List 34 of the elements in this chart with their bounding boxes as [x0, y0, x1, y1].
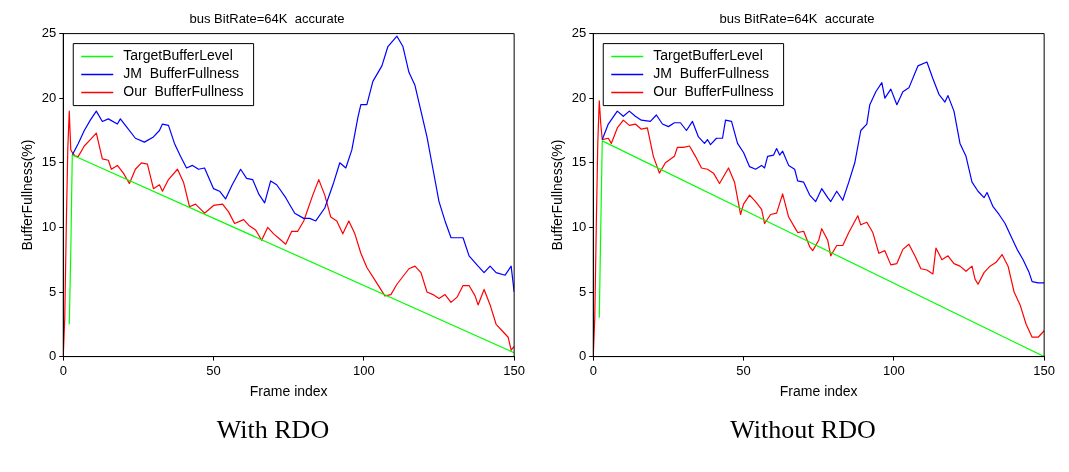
y-tick-label: 15 — [571, 154, 587, 170]
x-axis-title: Frame index — [779, 383, 858, 400]
y-tick-label: 20 — [571, 89, 587, 105]
text: With RDO — [216, 415, 330, 445]
legend-label: TargetBufferLevel — [653, 47, 763, 64]
x-tick-label: 100 — [353, 362, 375, 378]
y-tick-label: 25 — [571, 25, 587, 41]
y-tick-label: 0 — [579, 348, 587, 364]
x-tick-label: 100 — [883, 362, 905, 378]
x-tick-label: 50 — [736, 362, 751, 378]
x-tick-label: 0 — [589, 362, 597, 378]
x-tick-label: 50 — [206, 362, 221, 378]
y-tick-label: 5 — [49, 283, 57, 299]
legend-label: JM BufferFullness — [653, 65, 769, 82]
x-tick-label: 150 — [1033, 362, 1056, 378]
chart-title: bus BitRate=64K accurate — [719, 11, 875, 27]
chart-title: bus BitRate=64K accurate — [189, 11, 345, 27]
x-axis-title: Frame index — [249, 383, 328, 400]
legend-label: TargetBufferLevel — [123, 47, 233, 64]
x-tick-label: 150 — [503, 362, 526, 378]
y-axis-title: BufferFullness(%) — [549, 139, 566, 251]
y-axis-title: BufferFullness(%) — [19, 139, 36, 251]
legend-label: JM BufferFullness — [123, 65, 239, 82]
y-tick-label: 15 — [41, 154, 57, 170]
y-tick-label: 10 — [571, 218, 587, 234]
y-tick-label: 20 — [41, 89, 57, 105]
y-tick-label: 25 — [41, 25, 57, 41]
legend-label: Our BufferFullness — [653, 83, 774, 100]
y-tick-label: 0 — [49, 348, 57, 364]
y-tick-label: 5 — [579, 283, 587, 299]
legend-label: Our BufferFullness — [123, 83, 244, 100]
x-tick-label: 0 — [59, 362, 67, 378]
y-tick-label: 10 — [41, 218, 57, 234]
text: Without RDO — [730, 415, 876, 445]
